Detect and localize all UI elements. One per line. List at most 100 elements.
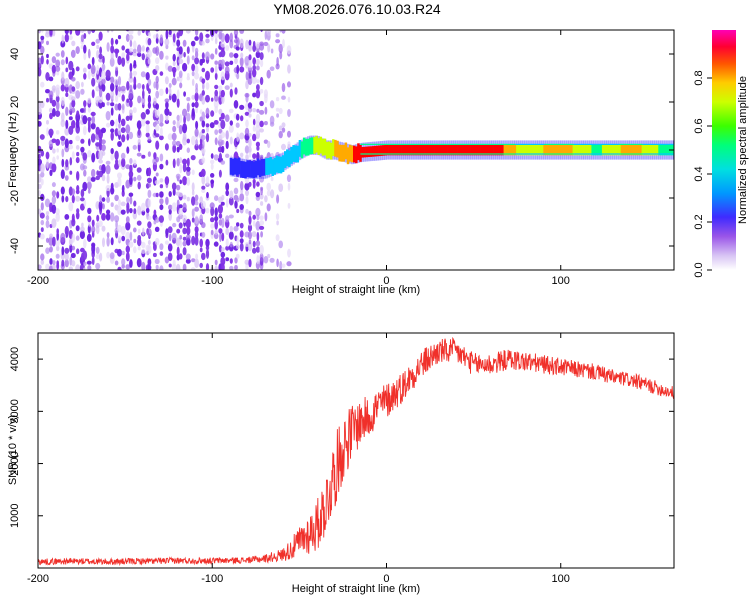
spectrogram-cell [182,123,188,134]
ridge-cell [599,144,603,156]
spectrogram-cell [263,41,269,47]
ridge-cell [597,144,601,156]
spectrogram-cell [70,96,76,101]
spectrogram-cell [178,192,183,197]
ridge-edge [623,143,627,145]
spectrogram-cell [239,30,245,34]
spectrogram-cell [40,81,45,88]
spectrogram-cell [38,67,42,77]
spectrogram-cell [51,56,57,64]
ridge-cell [250,161,253,178]
ridge-edge [615,143,618,145]
spectrogram-cell [205,245,210,251]
spectrogram-cell [65,92,69,98]
ridge-edge [561,143,564,145]
spectrogram-cell [201,175,206,185]
ridge-cell [367,146,371,157]
spectrogram-y-label: Frequency (Hz) [7,112,19,188]
spectrogram-cell [229,241,233,248]
spectrogram-cell [95,262,101,270]
ridge-cell [290,147,293,164]
spectrogram-cell [154,108,160,119]
spectrogram-cell [252,179,256,184]
spectrogram-cell [191,189,195,196]
spectrogram-cell [91,225,96,234]
spectrogram-cell [154,120,160,125]
spectrogram-cell [147,94,151,104]
spectrogram-cell [45,89,50,94]
ridge-edge [485,143,489,145]
ridge-cell [547,144,550,156]
ridge-cell [411,144,414,156]
ridge-cell [313,137,316,154]
spectrogram-cell [191,217,195,223]
spectrogram-cell [176,63,180,71]
spectrogram-cell [214,64,218,74]
spectrogram-cell [234,264,238,270]
spectrogram-cell [176,56,180,66]
spectrogram-cell [172,144,177,153]
spectrogram-cell [117,35,122,40]
ridge-cell [353,145,356,163]
spectrogram-cell [276,56,279,67]
spectrogram-cell [60,169,65,180]
spectrogram-cell [98,53,103,60]
spectrogram-cell [45,72,50,81]
spectrogram-cell [55,52,60,57]
spectrogram-cell [87,107,91,113]
ridge-cell [409,144,412,156]
spectrogram-cell [56,191,60,199]
spectrogram-cell [117,141,122,147]
spectrogram-cell [155,216,160,223]
spectrogram-cell [126,98,130,103]
spectrogram-cell [214,37,218,45]
ridge-cell [463,144,467,156]
spectrogram-cell [182,132,187,141]
ridge-edge [594,143,597,145]
spectrogram-cell [125,164,131,170]
spectrogram-cell [99,194,102,203]
spectrogram-cell [125,251,130,262]
spectrogram-cell [164,256,170,264]
ridge-edge [370,153,374,155]
spectrogram-cell [133,246,137,254]
ridge-cell [618,144,621,156]
spectrogram-cell [248,181,252,187]
spectrogram-cell [229,52,234,58]
spectrogram-cell [132,70,138,76]
spectrogram-cell [281,95,286,100]
ridge-cell [493,144,496,156]
ridge-cell [637,144,640,156]
ridge-edge [368,143,372,145]
ridge-cell [242,161,245,178]
spectrogram-cell [91,168,96,178]
spectrogram-cell [140,202,146,212]
spectrogram-cell [147,189,152,198]
spectrogram-cell [269,257,275,263]
spectrogram-cell [158,215,164,223]
spectrogram-cell [210,179,215,185]
spectrogram-cell [132,51,138,57]
spectrogram-cell [178,70,183,79]
spectrogram-cell [201,41,206,46]
ridge-cell [246,160,249,177]
ridge-edge [607,153,610,155]
ridge-edge [391,143,395,145]
spectrogram-cell [125,231,131,240]
spectrogram-cell [205,70,210,81]
ridge-edge [439,153,443,155]
spectrogram-cell [76,151,80,157]
spectrogram-cell [199,109,203,114]
spectrogram-cell [282,38,285,49]
spectrogram-cell [267,43,271,53]
spectrogram-cell [101,127,106,134]
spectrogram-cell [82,165,88,170]
ridge-edge [435,143,438,145]
spectrogram-cell [83,261,87,266]
spectrogram-cell [121,134,126,143]
ridge-edge [611,143,614,145]
spectrogram-cell [71,233,76,243]
ridge-cell [564,144,567,156]
ridge-cell [396,144,400,156]
